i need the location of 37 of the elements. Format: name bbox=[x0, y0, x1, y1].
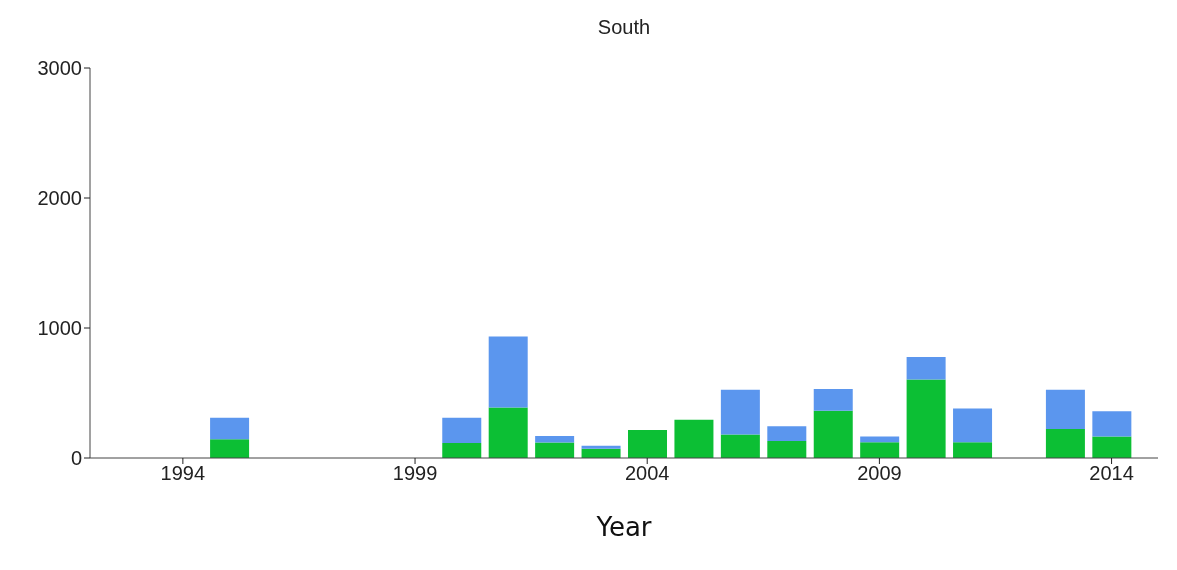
y-tick-label: 3000 bbox=[37, 57, 82, 80]
bar bbox=[813, 410, 853, 458]
x-axis-title: Year bbox=[595, 512, 653, 542]
chart-title: South bbox=[596, 16, 652, 39]
bar bbox=[1092, 436, 1132, 458]
bar bbox=[906, 356, 946, 380]
bar bbox=[906, 379, 946, 458]
bar bbox=[720, 434, 760, 458]
bar bbox=[488, 407, 528, 458]
x-tick-label: 2009 bbox=[857, 462, 902, 485]
bar bbox=[953, 408, 993, 443]
y-tick-label: 1000 bbox=[37, 317, 82, 340]
bar bbox=[442, 443, 482, 458]
bar bbox=[953, 442, 993, 458]
x-tick-label: 2004 bbox=[624, 462, 670, 485]
x-tick-label: 1999 bbox=[392, 462, 438, 485]
x-tick-label: 1994 bbox=[160, 462, 206, 485]
bar bbox=[860, 442, 900, 458]
bar bbox=[1045, 429, 1085, 458]
bar bbox=[442, 417, 482, 444]
bar bbox=[813, 389, 853, 411]
bar bbox=[767, 441, 807, 458]
bar bbox=[1045, 389, 1085, 430]
bar bbox=[210, 439, 250, 458]
bar bbox=[674, 419, 714, 458]
y-tick-label: 0 bbox=[70, 447, 82, 470]
bar bbox=[720, 389, 760, 435]
bar bbox=[767, 426, 807, 442]
x-tick-label: 2014 bbox=[1089, 462, 1134, 485]
bar bbox=[488, 336, 528, 408]
bar bbox=[535, 442, 575, 458]
bar bbox=[1092, 411, 1132, 437]
y-tick-label: 2000 bbox=[37, 187, 82, 210]
bar bbox=[535, 435, 575, 443]
bar bbox=[581, 445, 621, 449]
bar bbox=[628, 429, 668, 458]
bar bbox=[210, 417, 250, 440]
